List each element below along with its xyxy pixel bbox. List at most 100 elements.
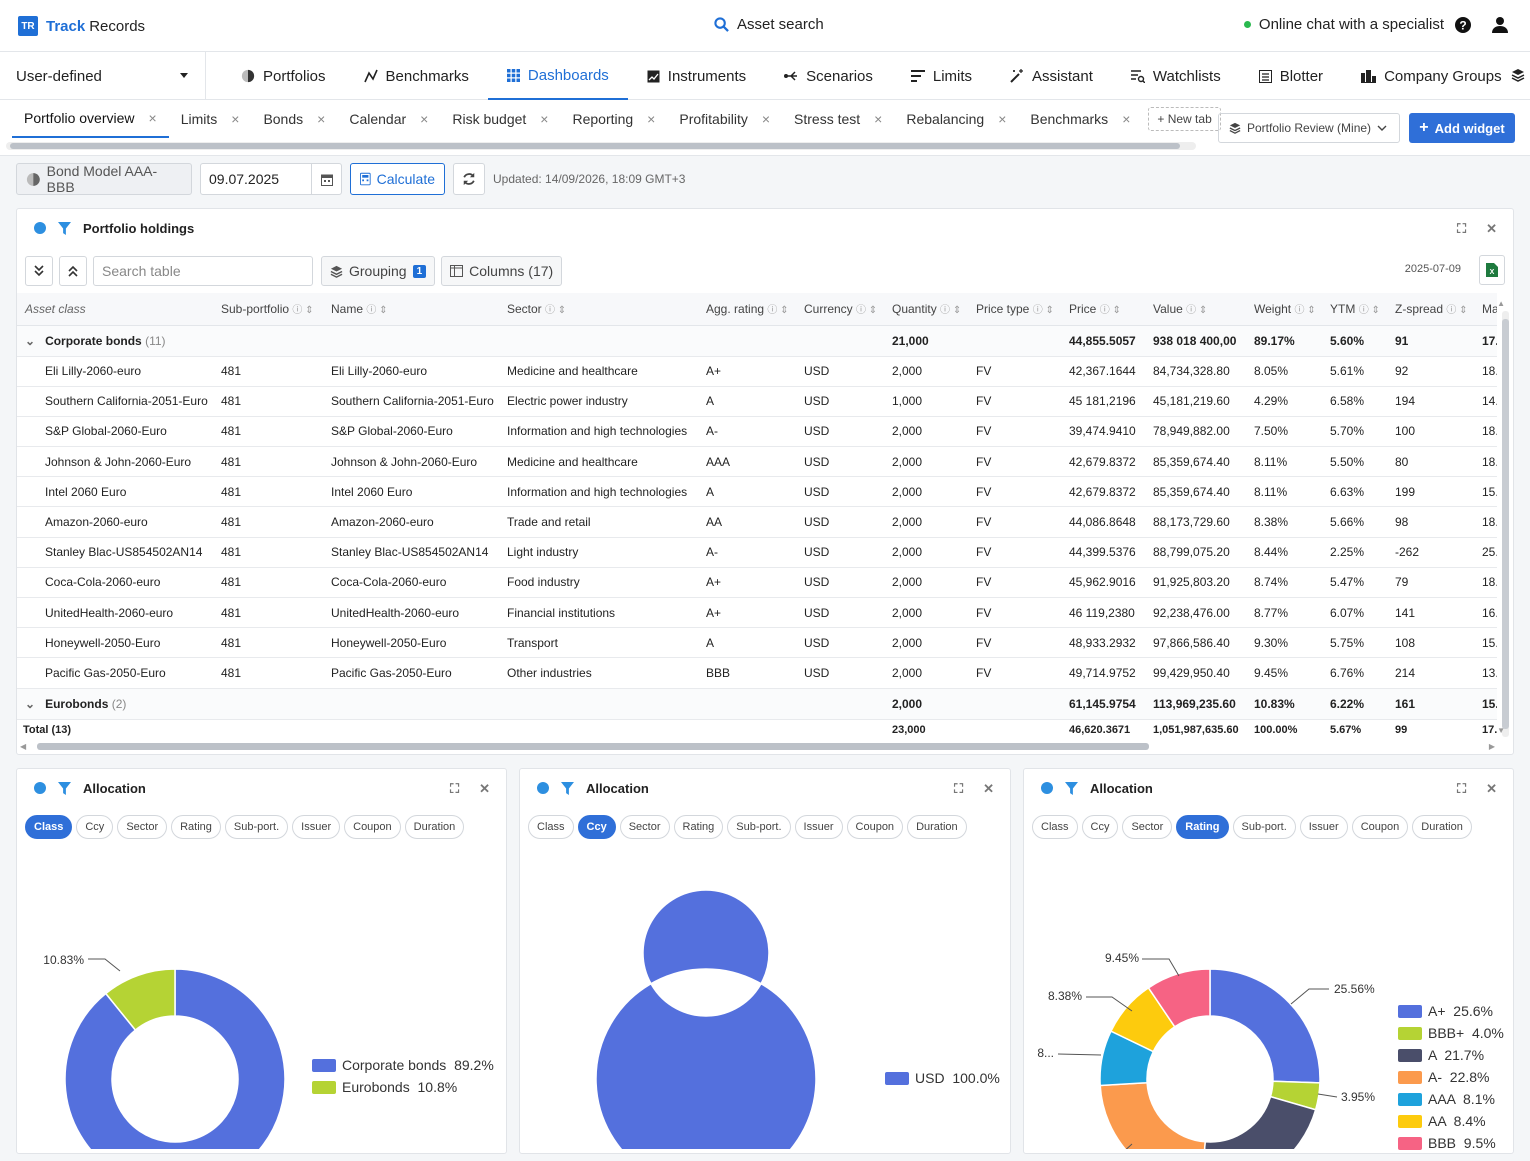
legend-item[interactable]: BBB 9.5% (1398, 1132, 1504, 1153)
nav-item-company-groups[interactable]: Company Groups (1342, 52, 1521, 100)
column-header[interactable]: Z-spread ⓘ ⇕ (1387, 293, 1474, 326)
sort-info-icon[interactable]: ⓘ ⇕ (767, 305, 789, 317)
column-header[interactable]: YTM ⓘ ⇕ (1322, 293, 1387, 326)
table-row[interactable]: Southern California-2051-Euro 481 Southern… (17, 386, 1497, 417)
slice-a[interactable] (1099, 1081, 1206, 1149)
chip-duration[interactable]: Duration (404, 815, 465, 839)
close-tab-icon[interactable]: × (317, 111, 326, 127)
tab-risk-budget[interactable]: Risk budget × (440, 100, 560, 138)
chip-rating[interactable]: Rating (1176, 815, 1229, 839)
sort-info-icon[interactable]: ⓘ ⇕ (940, 305, 962, 317)
expand-icon[interactable]: ⛶ (1456, 221, 1467, 236)
tab-profitability[interactable]: Profitability × (667, 100, 782, 138)
table-row[interactable]: Intel 2060 Euro 481 Intel 2060 Euro Informa… (17, 476, 1497, 508)
expand-icon[interactable]: ⛶ (1456, 781, 1467, 796)
legend-item[interactable]: A- 22.8% (1398, 1066, 1504, 1088)
asset-search[interactable]: Asset search (714, 16, 824, 33)
view-selector[interactable]: User-defined (0, 52, 206, 100)
slice-a[interactable] (1209, 968, 1321, 1084)
close-tab-icon[interactable]: × (148, 110, 157, 126)
chip-issuer[interactable]: Issuer (292, 815, 341, 839)
legend-item[interactable]: Eurobonds 10.8% (312, 1076, 494, 1098)
close-tab-icon[interactable]: × (874, 111, 883, 127)
nav-item-limits[interactable]: Limits (892, 52, 991, 100)
legend-item[interactable]: A+ 25.6% (1398, 1000, 1504, 1022)
table-row[interactable]: Honeywell-2050-Euro 481 Honeywell-2050-Eur… (17, 627, 1497, 659)
close-tab-icon[interactable]: × (231, 111, 240, 127)
column-header[interactable]: Sub-portfolio ⓘ ⇕ (213, 293, 323, 326)
nav-item-assistant[interactable]: Assistant (991, 52, 1112, 100)
legend-item[interactable]: USD 100.0% (885, 1067, 1000, 1089)
chip-class[interactable]: Class (528, 815, 574, 839)
chip-ccy[interactable]: Ccy (1081, 815, 1119, 839)
filter-icon[interactable] (1065, 781, 1078, 795)
slice-eurobonds[interactable] (104, 968, 176, 1032)
close-tab-icon[interactable]: × (420, 111, 429, 127)
layers-icon[interactable] (1511, 68, 1525, 82)
chip-rating[interactable]: Rating (171, 815, 221, 839)
close-icon[interactable]: ✕ (1486, 221, 1497, 236)
column-header[interactable]: Sector ⓘ ⇕ (499, 293, 698, 326)
chip-subport[interactable]: Sub-port. (224, 815, 289, 839)
chip-sector[interactable]: Sector (1122, 815, 1173, 839)
table-row[interactable]: S&P Global-2060-Euro 481 S&P Global-2060-E… (17, 416, 1497, 448)
legend-item[interactable]: BBB+ 4.0% (1398, 1022, 1504, 1044)
chip-duration[interactable]: Duration (1412, 815, 1472, 839)
scroll-right-arrow-icon[interactable]: ▶ (1488, 742, 1495, 751)
legend-item[interactable]: AAA 8.1% (1398, 1088, 1504, 1110)
tab-benchmarks[interactable]: Benchmarks × (1018, 100, 1142, 138)
tab-limits[interactable]: Limits × (169, 100, 252, 138)
table-row[interactable]: Coca-Cola-2060-euro 481 Coca-Cola-2060-eur… (17, 567, 1497, 599)
chip-coupon[interactable]: Coupon (344, 815, 401, 839)
group-row[interactable]: ⌄ Eurobonds (2) 2,000 61,145.9754 113,969,23… (17, 688, 1497, 720)
close-icon[interactable]: ✕ (983, 781, 994, 796)
legend-item[interactable]: A 21.7% (1398, 1044, 1504, 1066)
scroll-down-arrow-icon[interactable]: ▼ (1497, 726, 1505, 735)
table-horizontal-scrollbar[interactable] (33, 742, 1499, 750)
calculate-button[interactable]: Calculate (350, 163, 445, 195)
online-chat-link[interactable]: Online chat with a specialist (1243, 16, 1444, 33)
tab-bonds[interactable]: Bonds × (251, 100, 337, 138)
nav-item-instruments[interactable]: Instruments (628, 52, 765, 100)
close-tab-icon[interactable]: × (1122, 111, 1131, 127)
column-header[interactable]: Quantity ⓘ ⇕ (884, 293, 968, 326)
slice-bbb[interactable] (1147, 968, 1211, 1028)
chip-issuer[interactable]: Issuer (794, 815, 843, 839)
slice-corporatebonds[interactable] (64, 968, 286, 1149)
filter-icon[interactable] (561, 781, 574, 795)
column-header[interactable]: Ma (1474, 293, 1497, 326)
chip-rating[interactable]: Rating (673, 815, 724, 839)
table-row[interactable]: Eli Lilly-2060-euro 481 Eli Lilly-2060-eur… (17, 356, 1497, 387)
sort-info-icon[interactable]: ⓘ ⇕ (1446, 305, 1468, 317)
collapse-chevron-icon[interactable]: ⌄ (25, 333, 36, 348)
excel-export-button[interactable]: X (1479, 255, 1505, 285)
nav-item-scenarios[interactable]: Scenarios (765, 52, 892, 100)
column-header[interactable]: Price type ⓘ ⇕ (968, 293, 1061, 326)
new-tab-button[interactable]: + New tab (1148, 107, 1221, 131)
sort-info-icon[interactable]: ⓘ ⇕ (1294, 305, 1316, 317)
table-row[interactable]: Pacific Gas-2050-Euro 481 Pacific Gas-2050… (17, 657, 1497, 689)
user-icon[interactable] (1491, 16, 1509, 34)
refresh-button[interactable] (453, 163, 485, 195)
nav-item-benchmarks[interactable]: Benchmarks (345, 52, 488, 100)
slice-usd[interactable] (595, 889, 817, 1149)
table-row[interactable]: UnitedHealth-2060-euro 481 UnitedHealth-20… (17, 597, 1497, 629)
close-tab-icon[interactable]: × (647, 111, 656, 127)
calendar-icon[interactable] (311, 164, 341, 194)
group-row[interactable]: ⌄ Corporate bonds (11) 21,000 44,855.5057 93… (17, 325, 1497, 357)
chip-sector[interactable]: Sector (619, 815, 670, 839)
chip-class[interactable]: Class (1032, 815, 1078, 839)
close-icon[interactable]: ✕ (479, 781, 490, 796)
close-tab-icon[interactable]: × (540, 111, 549, 127)
filter-icon[interactable] (58, 781, 71, 795)
column-header[interactable]: Value ⓘ ⇕ (1145, 293, 1246, 326)
slice-a[interactable] (1202, 1095, 1317, 1149)
chip-coupon[interactable]: Coupon (1351, 815, 1409, 839)
column-header[interactable]: Weight ⓘ ⇕ (1246, 293, 1322, 326)
nav-item-portfolios[interactable]: Portfolios (222, 52, 345, 100)
sort-info-icon[interactable]: ⓘ ⇕ (1032, 305, 1054, 317)
chip-coupon[interactable]: Coupon (846, 815, 904, 839)
chip-sector[interactable]: Sector (117, 815, 168, 839)
sort-info-icon[interactable]: ⓘ ⇕ (292, 305, 314, 317)
legend-item[interactable]: Corporate bonds 89.2% (312, 1054, 494, 1076)
